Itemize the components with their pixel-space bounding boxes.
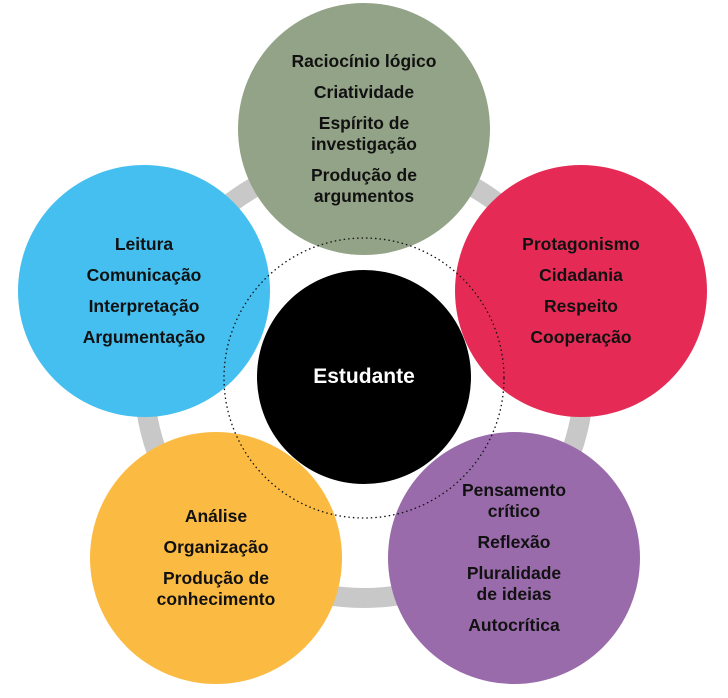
node-left-items: Leitura Comunicação Interpretação Argume… — [83, 229, 206, 353]
node-item: Autocrítica — [468, 615, 560, 635]
node-item: Produção de conhecimento — [156, 568, 276, 609]
node-item: Criatividade — [313, 82, 415, 102]
node-bottom-right-items: Pensamento crítico Reflexão Pluralidade … — [462, 475, 566, 641]
node-item: Organização — [163, 537, 269, 557]
node-item: Produção de argumentos — [310, 165, 417, 206]
node-right-items: Protagonismo Cidadania Respeito Cooperaç… — [522, 229, 640, 353]
node-item: Análise — [184, 506, 248, 526]
node-item: Protagonismo — [522, 234, 640, 254]
node-item: Pensamento crítico — [461, 480, 567, 521]
node-item: Cooperação — [530, 327, 632, 347]
node-top: Raciocínio lógico Criatividade Espírito … — [238, 3, 490, 255]
node-top-items: Raciocínio lógico Criatividade Espírito … — [292, 46, 437, 212]
node-bottom-left: Análise Organização Produção de conhecim… — [90, 432, 342, 684]
node-item: Cidadania — [539, 265, 623, 285]
node-right: Protagonismo Cidadania Respeito Cooperaç… — [455, 165, 707, 417]
node-item: Interpretação — [88, 296, 200, 316]
node-item: Comunicação — [86, 265, 202, 285]
node-item: Espírito de investigação — [310, 113, 417, 154]
node-bottom-right: Pensamento crítico Reflexão Pluralidade … — [388, 432, 640, 684]
node-left: Leitura Comunicação Interpretação Argume… — [18, 165, 270, 417]
node-item: Argumentação — [82, 327, 206, 347]
node-item: Respeito — [544, 296, 618, 316]
node-item: Leitura — [114, 234, 174, 254]
node-bottom-left-items: Análise Organização Produção de conhecim… — [157, 501, 276, 615]
center-label: Estudante — [313, 365, 415, 388]
node-item: Pluralidade de ideias — [466, 563, 562, 604]
node-item: Reflexão — [477, 532, 551, 552]
node-item: Raciocínio lógico — [291, 51, 437, 71]
center-node: Estudante — [257, 270, 471, 484]
